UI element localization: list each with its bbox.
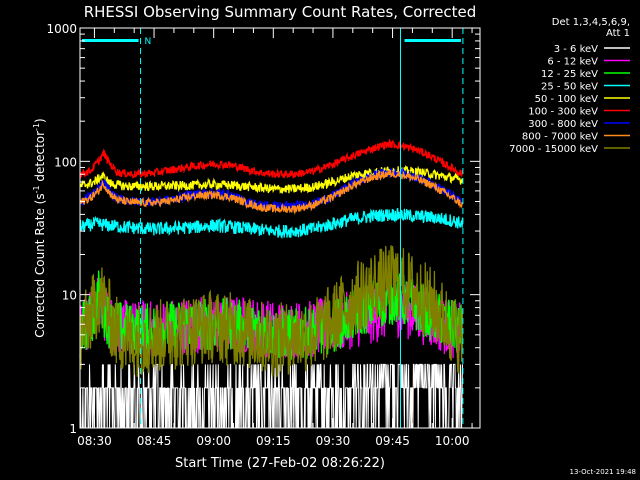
legend-header-line: Det 1,3,4,5,6,9, bbox=[552, 17, 630, 28]
series-line-100-300-kev bbox=[79, 138, 464, 179]
y-tick-label: 1000 bbox=[46, 22, 77, 36]
series-line-7000-15000-kev bbox=[79, 245, 464, 378]
y-axis-label: Corrected Count Rate (s-1 detector-1) bbox=[32, 118, 47, 337]
series-line-6-12-kev bbox=[79, 276, 464, 360]
legend-label: 100 - 300 keV bbox=[528, 107, 598, 118]
y-tick-label: 1 bbox=[69, 422, 77, 436]
series-line-800-7000-kev bbox=[79, 169, 464, 215]
y-tick-label: 10 bbox=[62, 289, 77, 303]
x-tick-label: 09:45 bbox=[375, 434, 410, 448]
x-tick-label: 08:30 bbox=[77, 434, 112, 448]
series-line-3-6-kev bbox=[79, 363, 463, 429]
legend-label: 800 - 7000 keV bbox=[522, 132, 598, 143]
x-tick-label: 09:00 bbox=[196, 434, 231, 448]
flag-label: N bbox=[145, 37, 152, 47]
legend-label: 50 - 100 keV bbox=[535, 94, 599, 105]
legend-label: 25 - 50 keV bbox=[541, 82, 598, 93]
x-tick-label: 10:00 bbox=[435, 434, 470, 448]
legend-label: 300 - 800 keV bbox=[528, 119, 598, 130]
x-tick-label: 09:30 bbox=[316, 434, 351, 448]
x-axis-label: Start Time (27-Feb-02 08:26:22) bbox=[175, 456, 385, 471]
x-tick-label: 09:15 bbox=[256, 434, 291, 448]
legend-label: 12 - 25 keV bbox=[541, 69, 598, 80]
y-tick-label: 100 bbox=[54, 155, 77, 169]
series-line-25-50-kev bbox=[79, 208, 464, 240]
plot-frame bbox=[79, 27, 481, 429]
legend-label: 7000 - 15000 keV bbox=[509, 144, 598, 155]
timestamp: 13-Oct-2021 19:48 bbox=[570, 468, 636, 476]
legend: Det 1,3,4,5,6,9,Att 1 3 - 6 keV 6 - 12 keV… bbox=[509, 17, 630, 155]
legend-label: 6 - 12 keV bbox=[547, 57, 598, 68]
chart-title: RHESSI Observing Summary Count Rates, Co… bbox=[84, 3, 477, 21]
legend-label: 3 - 6 keV bbox=[554, 44, 598, 55]
flag-bar-1 bbox=[82, 39, 139, 42]
legend-header-line: Att 1 bbox=[606, 28, 630, 39]
axes: 1 10 100 1000 08:30 08:45 09:00 09:15 09:30 09:45… bbox=[46, 22, 481, 448]
flag-bar-2 bbox=[404, 39, 461, 42]
x-tick-label: 08:45 bbox=[137, 434, 172, 448]
